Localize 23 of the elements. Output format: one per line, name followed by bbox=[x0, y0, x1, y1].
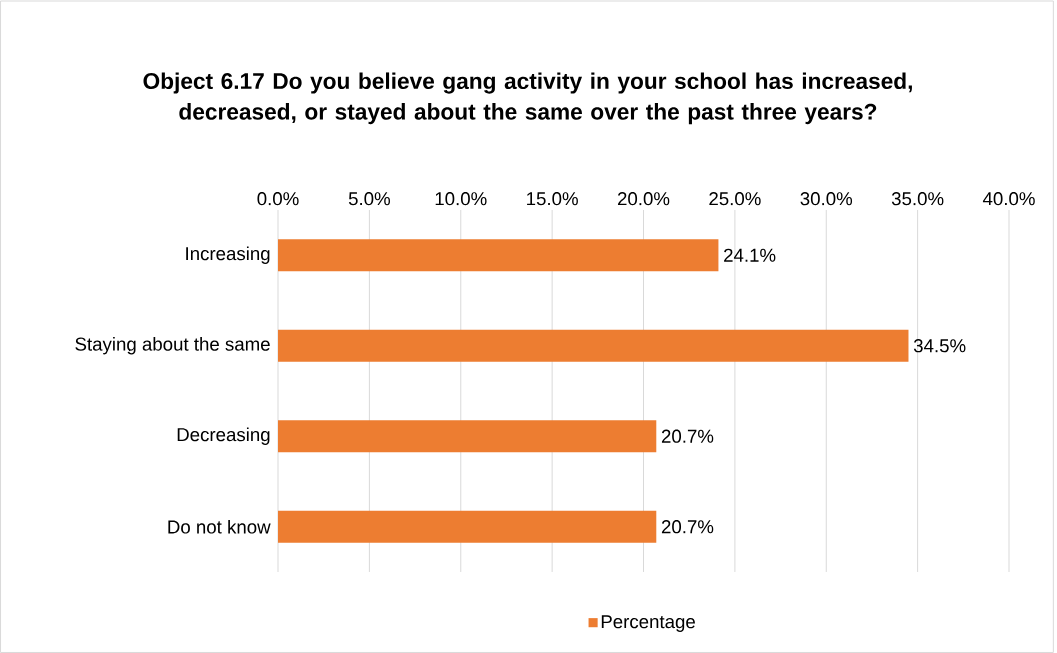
x-tick-label: 5.0% bbox=[348, 192, 390, 206]
x-tick-label: 0.0% bbox=[257, 192, 299, 206]
x-tick-label: 10.0% bbox=[435, 192, 487, 206]
data-label: 20.7% bbox=[661, 429, 714, 443]
bar bbox=[278, 420, 657, 453]
y-tick-label: Staying about the same bbox=[75, 337, 270, 355]
bar bbox=[278, 239, 719, 272]
y-tick-label: Decreasing bbox=[177, 427, 270, 445]
x-tick-label: 30.0% bbox=[800, 192, 853, 206]
x-tick-label: 20.0% bbox=[617, 192, 670, 206]
data-label: 24.1% bbox=[724, 248, 776, 262]
x-tick-label: 25.0% bbox=[709, 192, 761, 206]
data-label: 34.5% bbox=[913, 339, 966, 353]
legend-label: Percentage bbox=[601, 615, 695, 632]
bar bbox=[278, 329, 909, 362]
x-tick-label: 35.0% bbox=[891, 192, 944, 206]
x-tick-label: 40.0% bbox=[982, 192, 1035, 206]
data-label: 20.7% bbox=[661, 520, 714, 534]
y-tick-label: Increasing bbox=[186, 246, 270, 264]
chart-title: Object 6.17 Do you believe gang activity in your school has increased, decreased, or stayed about the same over the past three years? bbox=[143, 72, 912, 125]
y-tick-label: Do not know bbox=[168, 519, 271, 534]
x-tick-label: 15.0% bbox=[527, 192, 578, 206]
bar bbox=[278, 510, 657, 543]
